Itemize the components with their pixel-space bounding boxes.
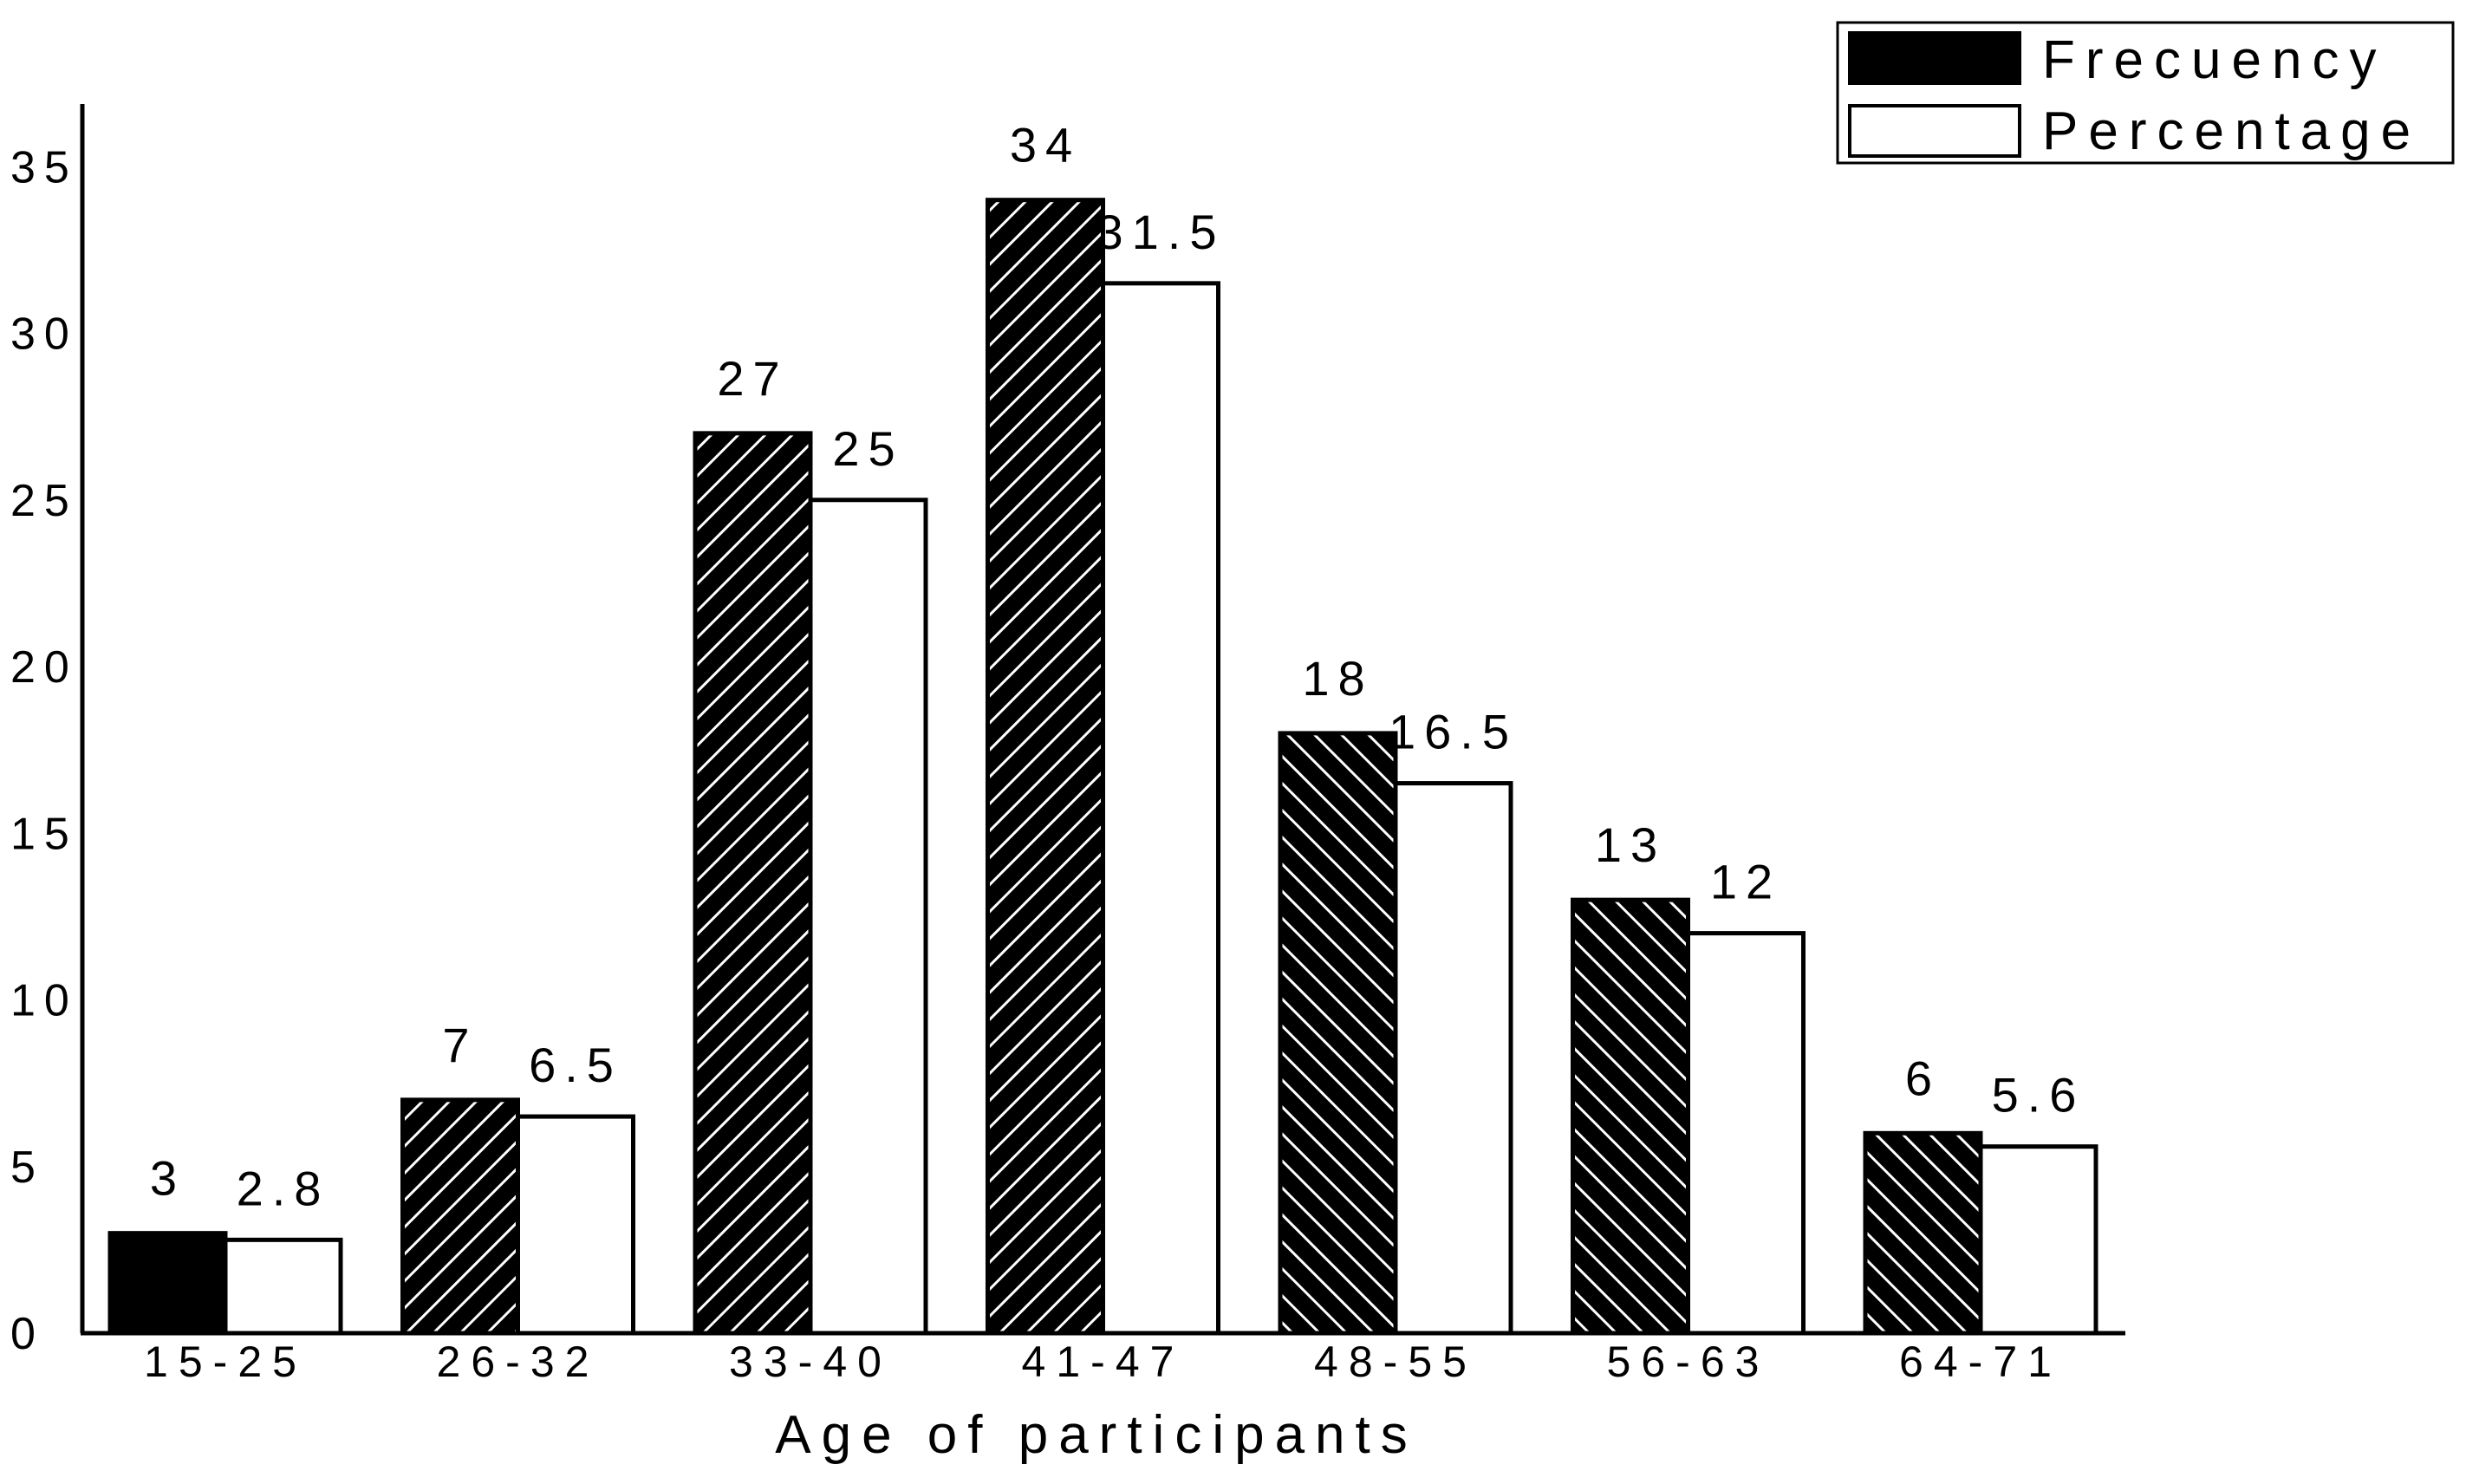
x-tick-label: 48-55: [1314, 1338, 1477, 1386]
legend-label-frecuency: Frecuency: [2042, 30, 2386, 90]
bar-percentage: [223, 1237, 343, 1336]
data-label-percentage: 31.5: [1096, 205, 1226, 259]
y-tick-label: 10: [10, 976, 78, 1026]
y-tick-label: 20: [10, 642, 78, 693]
y-tick-label: 30: [10, 309, 78, 360]
y-tick-label: 15: [10, 809, 78, 859]
data-label-percentage: 2.8: [237, 1161, 330, 1215]
x-tick-label: 15-25: [144, 1338, 307, 1386]
bar-frecuency: [1863, 1130, 1983, 1336]
x-tick-label: 33-40: [729, 1338, 892, 1386]
bar-frecuency: [1571, 897, 1690, 1336]
bar-frecuency: [400, 1097, 520, 1336]
data-label-percentage: 16.5: [1389, 705, 1518, 759]
x-tick-label: 64-71: [1899, 1338, 2062, 1386]
data-label-frecuency: 7: [442, 1018, 478, 1072]
x-tick-label: 41-47: [1022, 1338, 1185, 1386]
data-label-frecuency: 6: [1905, 1051, 1941, 1105]
y-tick-label: 25: [10, 476, 78, 526]
legend-swatch-percentage: [1848, 104, 2021, 158]
bar-percentage: [1686, 931, 1806, 1336]
x-axis-title: Age of participants: [775, 1405, 1418, 1465]
data-label-frecuency: 13: [1595, 817, 1666, 872]
bar-frecuency: [107, 1231, 228, 1336]
data-label-percentage: 25: [832, 421, 903, 476]
bar-frecuency: [693, 431, 813, 1336]
x-tick-label: 26-32: [437, 1338, 600, 1386]
data-label-percentage: 6.5: [529, 1038, 622, 1092]
bar-percentage: [1101, 281, 1220, 1336]
bar-percentage: [516, 1114, 635, 1336]
bar-percentage: [1978, 1144, 2098, 1336]
data-label-percentage: 12: [1710, 855, 1781, 909]
bar-frecuency: [1278, 731, 1398, 1336]
data-label-percentage: 5.6: [1992, 1068, 2085, 1123]
legend-label-percentage: Percentage: [2042, 101, 2421, 161]
data-label-frecuency: 18: [1302, 651, 1373, 706]
legend-swatch-frecuency: [1848, 31, 2021, 85]
bar-percentage: [808, 498, 928, 1336]
data-label-frecuency: 34: [1010, 118, 1081, 172]
bar-frecuency: [986, 198, 1105, 1336]
bar-percentage: [1393, 781, 1513, 1336]
legend: Frecuency Percentage: [1836, 21, 2455, 165]
x-tick-label: 56-63: [1607, 1338, 1770, 1386]
data-label-frecuency: 3: [150, 1151, 185, 1206]
data-label-frecuency: 27: [717, 351, 788, 406]
y-tick-label: 35: [10, 142, 78, 192]
y-tick-label: 0: [10, 1309, 44, 1359]
y-tick-label: 5: [10, 1142, 44, 1193]
